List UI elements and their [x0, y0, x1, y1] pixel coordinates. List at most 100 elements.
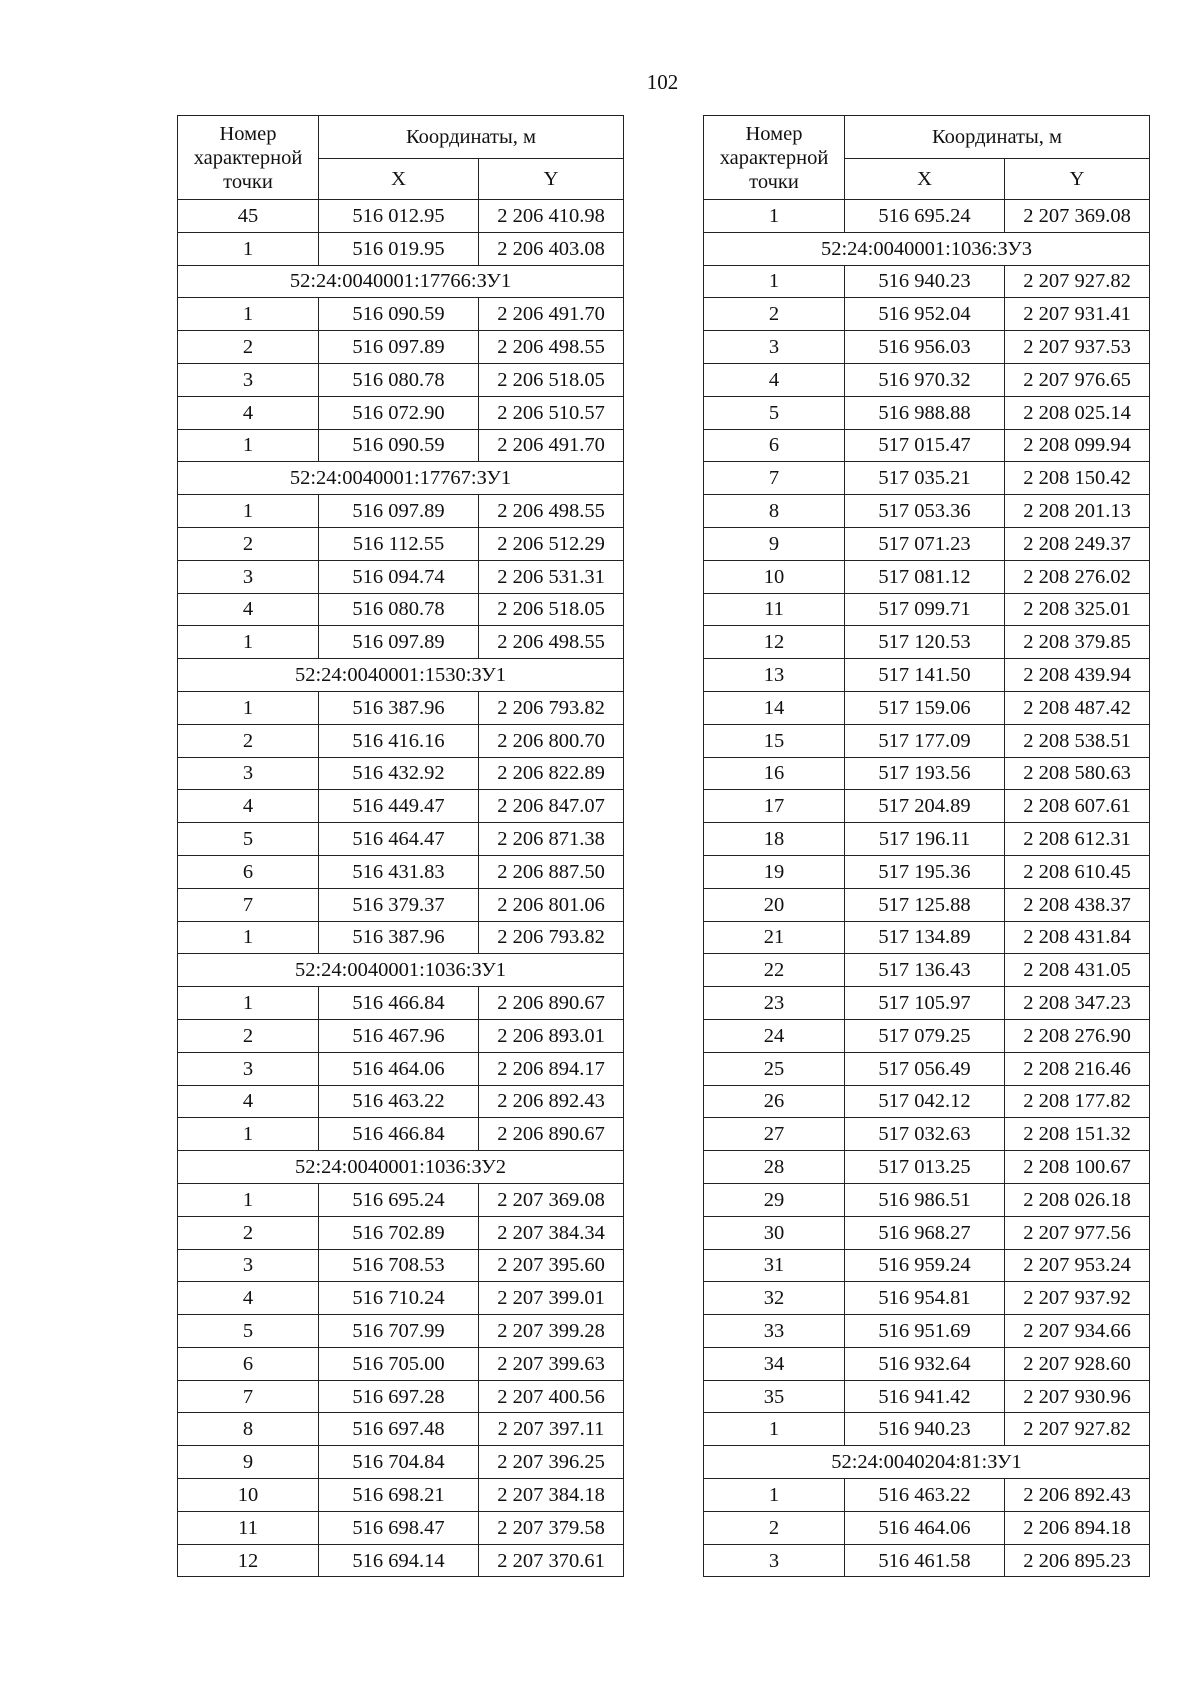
x-coordinate-cell: 516 464.47 — [318, 822, 479, 856]
x-coordinate-cell: 516 704.84 — [318, 1445, 479, 1480]
cadastral-number: 52:24:0040001:17766:ЗУ1 — [177, 264, 624, 299]
y-coordinate-cell: 2 208 249.37 — [1004, 526, 1150, 561]
table-row: 7 516 379.37 2 206 801.06 — [177, 887, 624, 922]
table-row: 1 516 463.22 2 206 892.43 — [703, 1478, 1150, 1512]
table-row: 1 516 695.24 2 207 369.08 — [703, 199, 1150, 233]
section-row: 52:24:0040001:1036:ЗУ1 — [177, 953, 624, 988]
point-number-cell: 1 — [177, 1117, 319, 1152]
table-row: 3 516 080.78 2 206 518.05 — [177, 362, 624, 397]
x-coordinate-cell: 516 697.48 — [318, 1412, 479, 1447]
point-number-cell: 22 — [703, 953, 845, 988]
y-coordinate-cell: 2 206 510.57 — [478, 395, 624, 430]
cadastral-number: 52:24:0040001:1036:ЗУ2 — [177, 1150, 624, 1184]
table-row: 2 516 467.96 2 206 893.01 — [177, 1018, 624, 1053]
x-coordinate-cell: 517 159.06 — [844, 690, 1005, 725]
y-coordinate-cell: 2 207 399.28 — [478, 1314, 624, 1348]
x-coordinate-cell: 517 079.25 — [844, 1018, 1005, 1053]
table-row: 26 517 042.12 2 208 177.82 — [703, 1084, 1150, 1119]
point-number-cell: 1 — [703, 264, 845, 299]
table-row: 1 516 695.24 2 207 369.08 — [177, 1182, 624, 1217]
y-coordinate-cell: 2 206 491.70 — [478, 428, 624, 463]
table-row: 30 516 968.27 2 207 977.56 — [703, 1215, 1150, 1250]
table-row: 6 517 015.47 2 208 099.94 — [703, 428, 1150, 463]
point-number-cell: 31 — [703, 1248, 845, 1283]
table-row: 2 516 112.55 2 206 512.29 — [177, 526, 624, 561]
y-coordinate-cell: 2 208 026.18 — [1004, 1182, 1150, 1217]
point-number-cell: 2 — [703, 1510, 845, 1545]
x-coordinate-cell: 516 698.21 — [318, 1478, 479, 1512]
x-coordinate-cell: 517 013.25 — [844, 1150, 1005, 1184]
y-coordinate-cell: 2 207 953.24 — [1004, 1248, 1150, 1283]
point-number-cell: 14 — [703, 690, 845, 725]
point-number-cell: 5 — [177, 822, 319, 856]
point-number-cell: 2 — [177, 526, 319, 561]
x-coordinate-cell: 516 094.74 — [318, 559, 479, 594]
coordinates-table-left: Номер характерной точки Координаты, м X … — [177, 115, 624, 1578]
y-coordinate-cell: 2 208 100.67 — [1004, 1150, 1150, 1184]
y-coordinate-cell: 2 207 396.25 — [478, 1445, 624, 1480]
point-number-cell: 8 — [703, 494, 845, 528]
y-coordinate-cell: 2 206 518.05 — [478, 592, 624, 627]
point-number-cell: 6 — [177, 854, 319, 889]
table-row: 23 517 105.97 2 208 347.23 — [703, 986, 1150, 1020]
point-number-cell: 18 — [703, 822, 845, 856]
y-coordinate-cell: 2 208 099.94 — [1004, 428, 1150, 463]
y-coordinate-cell: 2 208 151.32 — [1004, 1117, 1150, 1152]
point-number-cell: 1 — [703, 1478, 845, 1512]
x-coordinate-cell: 516 695.24 — [318, 1182, 479, 1217]
table-row: 34 516 932.64 2 207 928.60 — [703, 1346, 1150, 1381]
point-number-cell: 11 — [703, 592, 845, 627]
table-row: 8 516 697.48 2 207 397.11 — [177, 1412, 624, 1447]
point-number-cell: 27 — [703, 1117, 845, 1152]
x-coordinate-cell: 516 702.89 — [318, 1215, 479, 1250]
y-coordinate-cell: 2 208 580.63 — [1004, 756, 1150, 791]
x-coordinate-cell: 516 072.90 — [318, 395, 479, 430]
x-coordinate-cell: 516 986.51 — [844, 1182, 1005, 1217]
point-number-cell: 16 — [703, 756, 845, 791]
point-number-cell: 2 — [177, 330, 319, 364]
x-coordinate-cell: 516 705.00 — [318, 1346, 479, 1381]
x-coordinate-cell: 516 416.16 — [318, 723, 479, 758]
page-number: 102 — [646, 70, 679, 94]
table-row: 10 517 081.12 2 208 276.02 — [703, 559, 1150, 594]
point-number-cell: 3 — [177, 559, 319, 594]
y-coordinate-cell: 2 208 612.31 — [1004, 822, 1150, 856]
point-number-cell: 3 — [177, 362, 319, 397]
x-coordinate-cell: 516 431.83 — [318, 854, 479, 889]
point-number-cell: 1 — [703, 1412, 845, 1447]
x-coordinate-cell: 516 019.95 — [318, 231, 479, 266]
x-coordinate-cell: 516 932.64 — [844, 1346, 1005, 1381]
cadastral-number: 52:24:0040001:17767:ЗУ1 — [177, 461, 624, 496]
point-number-cell: 19 — [703, 854, 845, 889]
x-coordinate-cell: 516 694.14 — [318, 1543, 479, 1578]
x-coordinate-cell: 516 387.96 — [318, 920, 479, 955]
point-number-cell: 11 — [177, 1510, 319, 1545]
point-number-cell: 26 — [703, 1084, 845, 1119]
point-number-cell: 3 — [703, 330, 845, 364]
table-row: 11 516 698.47 2 207 379.58 — [177, 1510, 624, 1545]
x-coordinate-cell: 517 141.50 — [844, 658, 1005, 692]
point-number-cell: 1 — [703, 199, 845, 233]
y-coordinate-cell: 2 207 369.08 — [478, 1182, 624, 1217]
y-coordinate-cell: 2 207 930.96 — [1004, 1379, 1150, 1414]
table-row: 9 517 071.23 2 208 249.37 — [703, 526, 1150, 561]
table-row: 35 516 941.42 2 207 930.96 — [703, 1379, 1150, 1414]
y-coordinate-cell: 2 206 892.43 — [1004, 1478, 1150, 1512]
y-coordinate-cell: 2 206 871.38 — [478, 822, 624, 856]
table-row: 31 516 959.24 2 207 953.24 — [703, 1248, 1150, 1283]
x-coordinate-cell: 516 097.89 — [318, 625, 479, 660]
y-coordinate-cell: 2 207 927.82 — [1004, 264, 1150, 299]
y-coordinate-cell: 2 208 379.85 — [1004, 625, 1150, 660]
point-number-cell: 6 — [177, 1346, 319, 1381]
table-row: 4 516 449.47 2 206 847.07 — [177, 789, 624, 824]
x-coordinate-cell: 516 012.95 — [318, 199, 479, 233]
coordinates-table-right: Номер характерной точки Координаты, м X … — [703, 115, 1150, 1578]
x-coordinate-cell: 516 941.42 — [844, 1379, 1005, 1414]
point-number-cell: 34 — [703, 1346, 845, 1381]
table-row: 3 516 432.92 2 206 822.89 — [177, 756, 624, 791]
y-coordinate-cell: 2 206 890.67 — [478, 986, 624, 1020]
point-number-cell: 1 — [177, 494, 319, 528]
table-row: 7 516 697.28 2 207 400.56 — [177, 1379, 624, 1414]
point-number-cell: 32 — [703, 1281, 845, 1316]
x-coordinate-cell: 516 464.06 — [844, 1510, 1005, 1545]
